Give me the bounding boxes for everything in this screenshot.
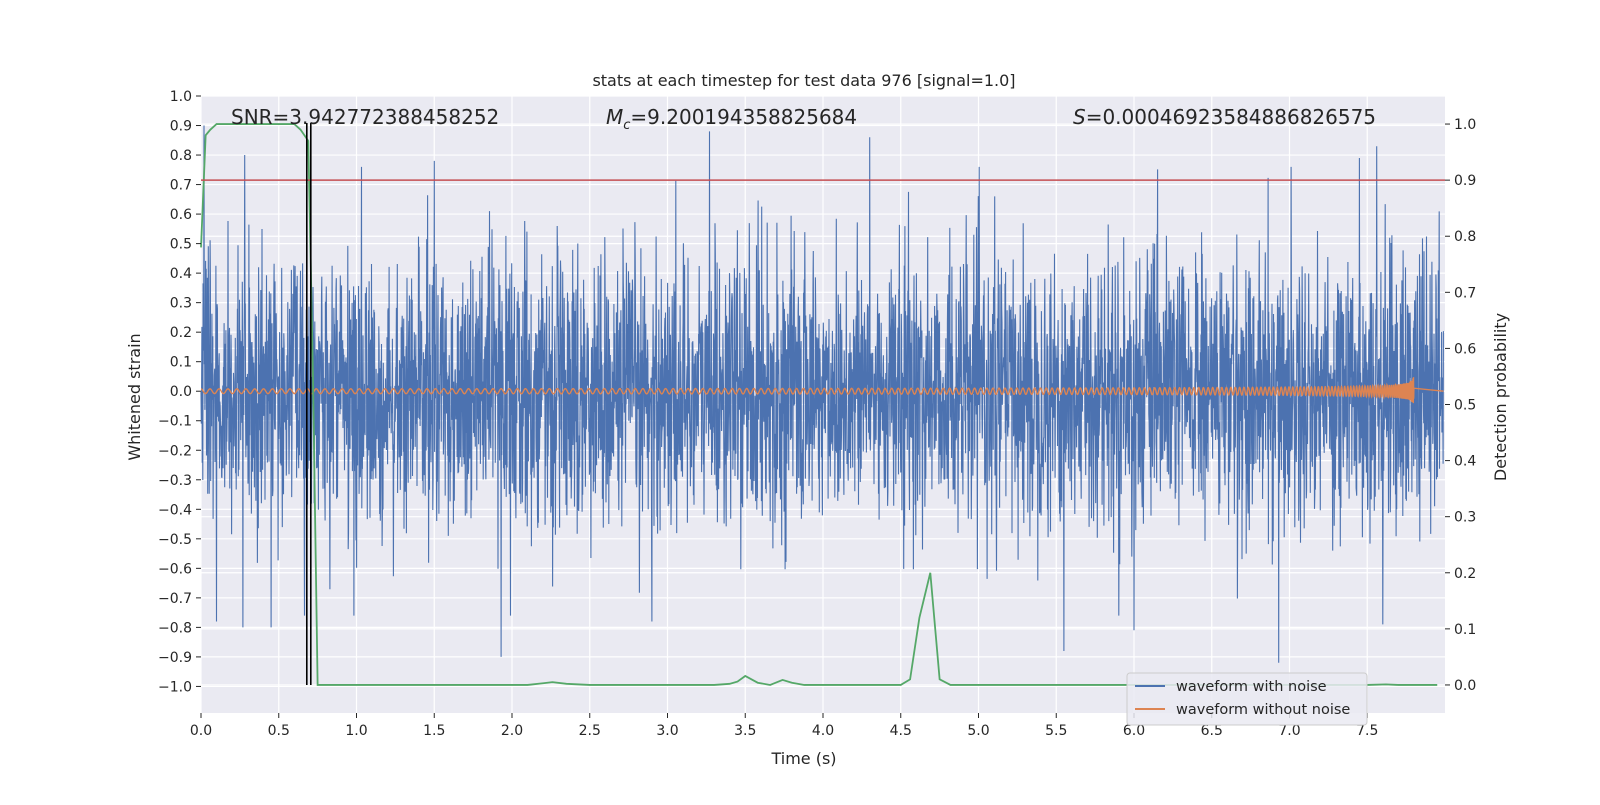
- x-tick-label: 2.5: [579, 723, 601, 739]
- legend-label-clean: waveform without noise: [1176, 702, 1350, 718]
- x-tick-label: 3.5: [734, 723, 756, 739]
- axes: 0.0 0.5 1.0 1.5 2.0 2.5 3.0 3.5 4.0 4.5 5.0 5.5 6.0 6…: [158, 89, 1476, 739]
- y-tick-label-right: 0.0: [1454, 678, 1476, 694]
- x-tick-label: 4.0: [812, 723, 834, 739]
- x-tick-label: 3.0: [656, 723, 678, 739]
- y-tick-label-left: 0.6: [170, 207, 192, 223]
- x-tick-label: 6.5: [1201, 723, 1223, 739]
- y-tick-label-left: −0.8: [158, 620, 192, 636]
- y-tick-label-left: −0.5: [158, 532, 192, 548]
- x-tick-label: 1.5: [423, 723, 445, 739]
- x-tick-label: 2.0: [501, 723, 523, 739]
- y-tick-label-right: 1.0: [1454, 117, 1476, 133]
- legend-box: [1126, 672, 1368, 726]
- y-tick-label-left: 0.4: [170, 266, 192, 282]
- x-tick-label: 7.5: [1356, 723, 1378, 739]
- y-tick-label-left: −0.6: [158, 561, 192, 577]
- y-tick-label-right: 0.8: [1454, 229, 1476, 245]
- y-tick-label-left: −0.3: [158, 473, 192, 489]
- legend: waveform with noise waveform without noi…: [1126, 672, 1368, 726]
- y-tick-label-right: 0.2: [1454, 566, 1476, 582]
- y-tick-label-left: −0.9: [158, 650, 192, 666]
- y-tick-label-right: 0.4: [1454, 454, 1476, 470]
- y-tick-label-left: −0.7: [158, 591, 192, 607]
- series-waveform-without-noise: [200, 377, 1444, 404]
- y-tick-label-left: −0.1: [158, 414, 192, 430]
- chart-title: stats at each timestep for test data 976…: [592, 71, 1015, 90]
- y-tick-label-left: −1.0: [158, 679, 192, 695]
- x-tick-label: 0.0: [190, 723, 212, 739]
- y-tick-label-left: −0.2: [158, 443, 192, 459]
- chirp-mass-value: =9.200194358825684: [630, 105, 857, 129]
- y-tick-label-right: 0.5: [1454, 398, 1476, 414]
- x-tick-label: 5.0: [967, 723, 989, 739]
- overlays: [200, 123, 1445, 686]
- y-tick-label-left: 0.0: [170, 384, 192, 400]
- chirp-mass-subscript: c: [623, 118, 630, 133]
- chirp-mass-symbol: M: [606, 105, 623, 129]
- y-tick-label-right: 0.1: [1454, 622, 1476, 638]
- y-tick-label-right: 0.7: [1454, 285, 1476, 301]
- legend-label-noise: waveform with noise: [1176, 679, 1327, 695]
- series-waveform-with-noise: [200, 125, 1444, 663]
- x-tick-label: 0.5: [268, 723, 290, 739]
- y-tick-label-left: 0.5: [170, 237, 192, 253]
- y-tick-label-right: 0.3: [1454, 510, 1476, 526]
- y-tick-label-left: 0.7: [170, 178, 192, 194]
- snr-annotation: SNR=3.942772388458252: [231, 105, 499, 129]
- y-tick-label-left: 0.3: [170, 296, 192, 312]
- series-detection-probability: [200, 123, 1438, 686]
- chirp-mass-annotation: Mc=9.200194358825684: [606, 105, 857, 133]
- y-tick-label-left: 0.8: [170, 148, 192, 164]
- x-tick-label: 6.0: [1123, 723, 1145, 739]
- s-value: =0.00046923584886826575: [1086, 105, 1376, 129]
- y-axis-label-right: Detection probability: [1491, 313, 1510, 481]
- s-symbol: S: [1073, 105, 1086, 129]
- y-tick-label-right: 0.9: [1454, 173, 1476, 189]
- x-tick-label: 4.5: [890, 723, 912, 739]
- x-tick-label: 1.0: [345, 723, 367, 739]
- x-tick-label: 5.5: [1045, 723, 1067, 739]
- y-tick-label-left: −0.4: [158, 502, 192, 518]
- y-axis-label-left: Whitened strain: [125, 333, 144, 460]
- s-annotation: S=0.00046923584886826575: [1073, 105, 1376, 129]
- series: [200, 125, 1444, 663]
- x-tick-label: 7.0: [1278, 723, 1300, 739]
- x-axis-label: Time (s): [770, 749, 836, 768]
- y-tick-label-left: 0.1: [170, 355, 192, 371]
- y-tick-label-left: 0.2: [170, 325, 192, 341]
- y-tick-label-left: 1.0: [170, 89, 192, 105]
- y-tick-label-right: 0.6: [1454, 341, 1476, 357]
- y-tick-label-left: 0.9: [170, 119, 192, 135]
